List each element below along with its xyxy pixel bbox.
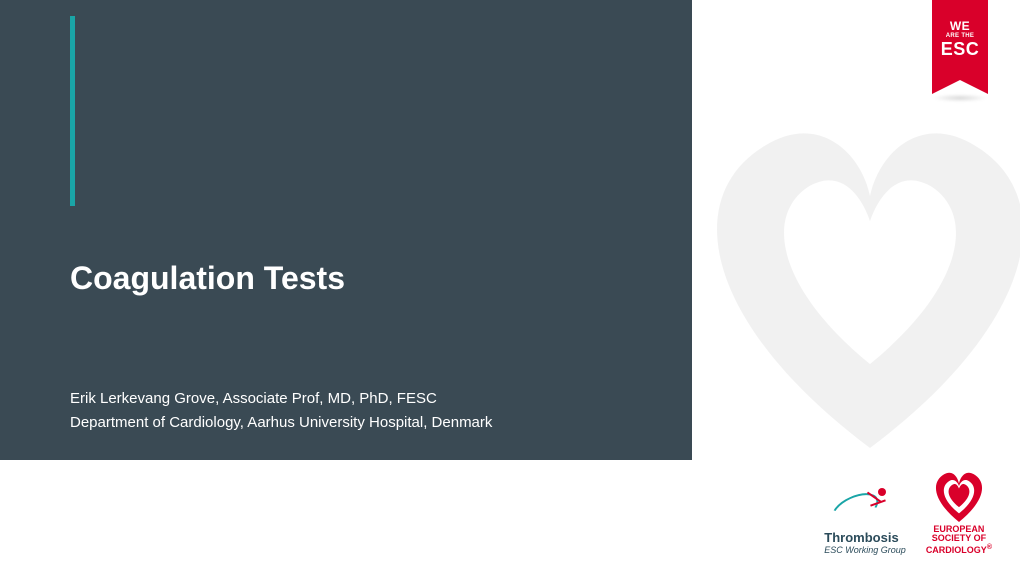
esc-ribbon: WE ARE THE ESC	[932, 0, 988, 94]
ribbon-line1: WE	[950, 20, 970, 32]
esc-text: EUROPEAN SOCIETY OF CARDIOLOGY®	[926, 525, 992, 555]
title-panel: Coagulation Tests Erik Lerkevang Grove, …	[0, 0, 692, 460]
ribbon-tail-icon	[932, 80, 988, 94]
ribbon-shadow	[932, 94, 988, 102]
esc-heart-icon	[928, 465, 990, 523]
thrombosis-logo: Thrombosis ESC Working Group	[824, 488, 906, 555]
thrombosis-figure-icon	[824, 488, 894, 528]
logo-area: Thrombosis ESC Working Group EUROPEAN SO…	[824, 465, 992, 555]
esc-line2: SOCIETY OF	[932, 533, 986, 543]
esc-logo: EUROPEAN SOCIETY OF CARDIOLOGY®	[926, 465, 992, 555]
affiliation-line: Department of Cardiology, Aarhus Univers…	[70, 414, 492, 431]
registered-mark: ®	[987, 544, 992, 551]
thrombosis-subtitle: ESC Working Group	[824, 545, 906, 555]
ribbon-line3: ESC	[941, 40, 980, 60]
slide-title: Coagulation Tests	[70, 260, 345, 297]
thrombosis-title: Thrombosis	[824, 530, 898, 545]
ribbon-body: WE ARE THE ESC	[932, 0, 988, 80]
accent-bar	[70, 16, 75, 206]
heart-watermark-icon	[660, 70, 1020, 490]
author-line: Erik Lerkevang Grove, Associate Prof, MD…	[70, 390, 437, 407]
esc-line3: CARDIOLOGY	[926, 545, 987, 555]
